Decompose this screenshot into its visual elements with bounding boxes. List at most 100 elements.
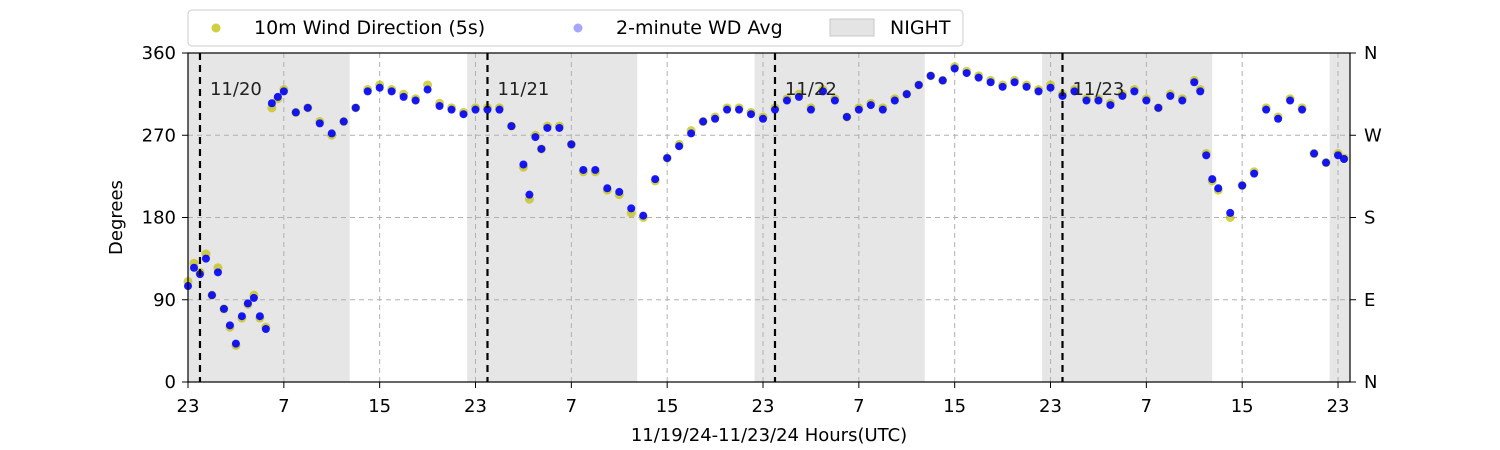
data-point (279, 87, 288, 96)
data-point (1106, 101, 1115, 110)
legend-patch (829, 18, 875, 37)
data-point (525, 190, 534, 199)
data-point (1154, 103, 1163, 112)
data-point (189, 263, 198, 272)
data-point (1202, 151, 1211, 160)
data-point (1340, 155, 1349, 164)
grid (188, 53, 1350, 382)
data-point (231, 339, 240, 348)
data-point (315, 119, 324, 128)
data-point (723, 105, 732, 114)
day-marker-label: 11/20 (210, 79, 262, 100)
data-point (1034, 87, 1043, 96)
x-tick-label: 7 (853, 396, 864, 417)
x-tick-label: 7 (1141, 396, 1152, 417)
day-markers: 11/20 11/21 11/22 11/23 (198, 53, 1124, 382)
legend-marker (211, 23, 221, 33)
data-point (543, 123, 552, 132)
data-point (1094, 96, 1103, 105)
data-point (1238, 181, 1247, 190)
right-tick-label: W (1364, 125, 1382, 146)
data-point (201, 254, 210, 263)
data-point (950, 64, 959, 73)
data-point (842, 112, 851, 121)
data-point (1022, 82, 1031, 91)
data-point (249, 293, 258, 302)
day-marker-label: 11/21 (497, 79, 549, 100)
data-point (699, 117, 708, 126)
right-tick-label: E (1364, 290, 1375, 311)
data-point (770, 105, 779, 114)
data-point (1070, 87, 1079, 96)
data-point (255, 312, 264, 321)
data-point (447, 105, 456, 114)
data-point (363, 87, 372, 96)
data-point (387, 87, 396, 96)
data-point (591, 165, 600, 174)
legend-marker (573, 23, 583, 33)
x-axis-label: 11/19/24-11/23/24 Hours(UTC) (631, 425, 907, 446)
data-point (962, 69, 971, 78)
data-point (1274, 114, 1283, 123)
data-point (291, 108, 300, 117)
data-point (555, 123, 564, 132)
x-tick-label: 23 (752, 396, 775, 417)
data-point (1262, 105, 1271, 114)
data-point (519, 160, 528, 169)
x-tick-label: 23 (1039, 396, 1062, 417)
data-point (735, 105, 744, 114)
data-point (483, 105, 492, 114)
wd-2min-avg-series (184, 64, 1349, 348)
data-point (219, 304, 228, 313)
data-point (459, 110, 468, 119)
data-point (471, 105, 480, 114)
data-point (537, 144, 546, 153)
data-point (926, 71, 935, 80)
y-tick-label: 0 (165, 372, 176, 393)
data-point (1166, 91, 1175, 100)
data-point (1046, 83, 1055, 92)
data-point (267, 99, 276, 108)
data-point (782, 96, 791, 105)
x-tick-label: 23 (1327, 396, 1350, 417)
data-point (747, 110, 756, 119)
data-point (423, 85, 432, 94)
data-point (261, 324, 270, 333)
data-point (567, 140, 576, 149)
x-tick-label: 15 (368, 396, 391, 417)
data-point (1196, 87, 1205, 96)
legend-label: 2-minute WD Avg (616, 17, 783, 39)
data-point (1298, 105, 1307, 114)
y-tick-label: 360 (142, 43, 176, 64)
data-point (1010, 78, 1019, 87)
data-point (375, 83, 384, 92)
x-tick-label: 15 (656, 396, 679, 417)
legend-label: 10m Wind Direction (5s) (254, 17, 485, 39)
data-point (1250, 169, 1259, 178)
data-point (273, 92, 282, 101)
data-point (1334, 151, 1343, 160)
data-point (878, 105, 887, 114)
data-point (794, 92, 803, 101)
data-point (639, 211, 648, 220)
data-point (411, 96, 420, 105)
x-tick-label: 7 (566, 396, 577, 417)
data-point (351, 103, 360, 112)
data-point (207, 291, 216, 300)
data-point (627, 204, 636, 213)
day-marker-label: 11/22 (785, 79, 837, 100)
data-point (225, 321, 234, 330)
data-point (938, 76, 947, 85)
data-point (890, 96, 899, 105)
data-point (663, 154, 672, 163)
data-point (1118, 91, 1127, 100)
data-point (237, 312, 246, 321)
right-tick-label: N (1364, 43, 1377, 64)
data-point (866, 101, 875, 110)
data-point (854, 105, 863, 114)
data-point (1190, 78, 1199, 87)
data-point (399, 92, 408, 101)
x-tick-label: 23 (464, 396, 487, 417)
right-tick-label: N (1364, 372, 1377, 393)
